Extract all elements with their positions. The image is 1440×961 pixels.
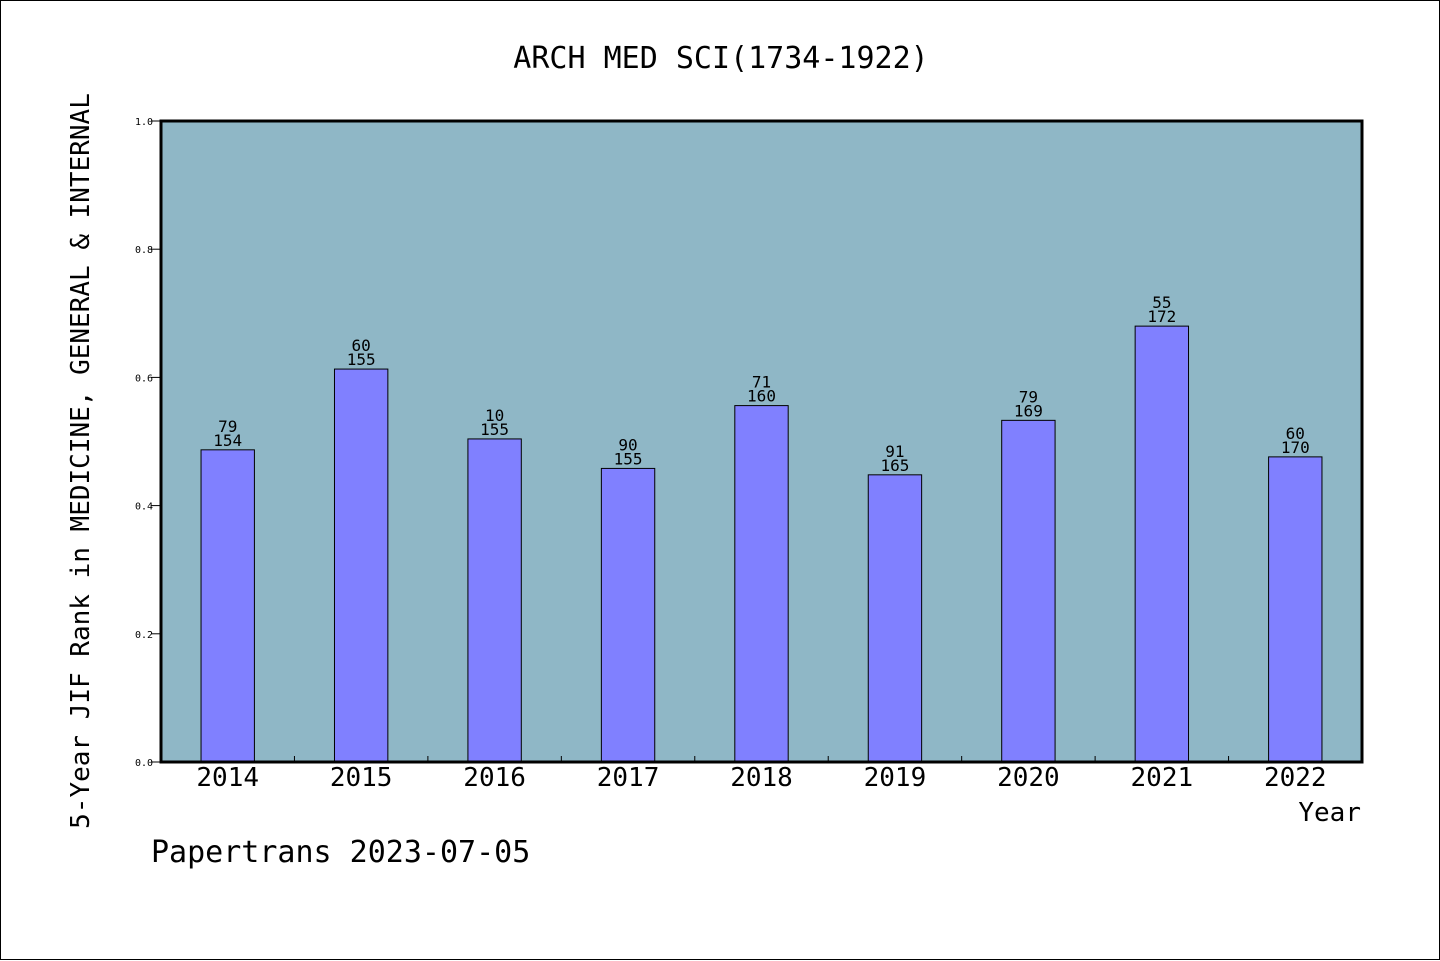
- bar-rank-label: 60: [1286, 424, 1305, 443]
- bar-total-label: 170: [1281, 438, 1310, 457]
- y-tick-label: 0.4: [135, 502, 153, 513]
- y-tick-label: 0.6: [135, 373, 153, 384]
- bar-rank-label: 10: [485, 406, 504, 425]
- plot-border: [159, 119, 1364, 764]
- x-tick-label: 2018: [730, 763, 793, 793]
- x-tick-label: 2015: [330, 763, 393, 793]
- y-tick-label: 0.0: [135, 758, 153, 769]
- chart-marks: 0.00.20.40.60.81.07915420146015520151015…: [135, 117, 1327, 793]
- bar: [734, 405, 789, 763]
- x-tick-label: 2016: [463, 763, 526, 793]
- x-tick-label: 2017: [597, 763, 660, 793]
- x-tick-label: 2019: [864, 763, 927, 793]
- y-tick-label: 0.8: [135, 245, 153, 256]
- bar-total-label: 160: [747, 387, 776, 406]
- x-tick-label: 2014: [196, 763, 259, 793]
- bar-rank-label: 55: [1152, 293, 1171, 312]
- bar: [1001, 419, 1056, 763]
- chart-title: ARCH MED SCI(1734-1922): [513, 41, 928, 76]
- bar-total-label: 154: [213, 431, 242, 450]
- x-tick-label: 2022: [1264, 763, 1327, 793]
- y-tick-label: 1.0: [135, 117, 153, 128]
- y-tick-label: 0.2: [135, 630, 153, 641]
- y-axis-label: 5-Year JIF Rank in MEDICINE, GENERAL & I…: [66, 93, 96, 829]
- bar: [867, 474, 923, 763]
- bar-rank-label: 79: [1019, 387, 1038, 406]
- bar: [200, 449, 255, 763]
- bar-rank-label: 91: [885, 442, 904, 461]
- bar: [600, 467, 656, 763]
- bar-rank-label: 90: [618, 435, 637, 454]
- bar: [467, 438, 522, 763]
- x-tick-label: 2020: [997, 763, 1060, 793]
- bar-total-label: 169: [1014, 401, 1043, 420]
- footer-watermark: Papertrans 2023-07-05: [151, 835, 531, 870]
- bar-total-label: 172: [1147, 307, 1176, 326]
- x-tick-label: 2021: [1131, 763, 1194, 793]
- bar: [1134, 325, 1190, 763]
- bar-rank-label: 71: [752, 373, 771, 392]
- bar-total-label: 155: [347, 350, 376, 369]
- bar: [333, 368, 389, 763]
- bar-total-label: 155: [480, 420, 509, 439]
- x-axis-label: Year: [1298, 798, 1361, 828]
- bar: [1268, 456, 1323, 763]
- bar-total-label: 165: [880, 456, 909, 475]
- bar-total-label: 155: [614, 449, 643, 468]
- bar-rank-label: 79: [218, 417, 237, 436]
- bar-rank-label: 60: [352, 336, 371, 355]
